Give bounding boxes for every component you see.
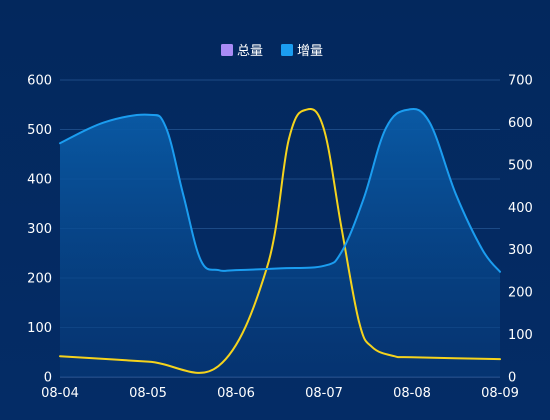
x-tick-label: 08-04: [41, 386, 79, 401]
y-right-tick-label: 600: [508, 116, 533, 131]
x-tick-label: 08-07: [305, 386, 343, 401]
y-left-tick-label: 100: [27, 321, 52, 336]
legend-item-总量[interactable]: 总量: [221, 44, 263, 59]
legend[interactable]: 总量 增量: [221, 44, 323, 59]
y-right-tick-label: 100: [508, 328, 533, 343]
y-right-tick-label: 0: [508, 371, 516, 386]
area-layer: [60, 109, 500, 377]
legend-label: 增量: [297, 44, 323, 59]
x-tick-label: 08-08: [393, 386, 431, 401]
legend-swatch: [221, 44, 233, 56]
y-right-tick-label: 200: [508, 286, 533, 301]
y-right-tick-label: 400: [508, 201, 533, 216]
y-right-tick-label: 300: [508, 243, 533, 258]
axis-labels: 0 100 200 300 400 500 600 0 100 200 300 400 500 600 70…: [27, 74, 533, 402]
y-left-tick-label: 400: [27, 173, 52, 188]
series-area-增量: [60, 109, 500, 377]
x-tick-label: 08-09: [481, 386, 519, 401]
x-tick-label: 08-06: [217, 386, 255, 401]
line-layer: [59, 108, 501, 374]
y-left-tick-label: 500: [27, 123, 52, 138]
y-right-tick-label: 500: [508, 158, 533, 173]
y-left-tick-label: 200: [27, 272, 52, 287]
y-right-tick-label: 700: [508, 74, 533, 89]
series-line-增量[interactable]: [59, 108, 501, 273]
series-line-总量[interactable]: [59, 108, 501, 374]
y-left-tick-label: 0: [44, 371, 52, 386]
x-tick-label: 08-05: [129, 386, 167, 401]
legend-swatch: [281, 44, 293, 56]
legend-item-增量[interactable]: 增量: [281, 44, 323, 59]
y-left-tick-label: 600: [27, 74, 52, 89]
y-left-tick-label: 300: [27, 222, 52, 237]
legend-label: 总量: [237, 44, 263, 59]
